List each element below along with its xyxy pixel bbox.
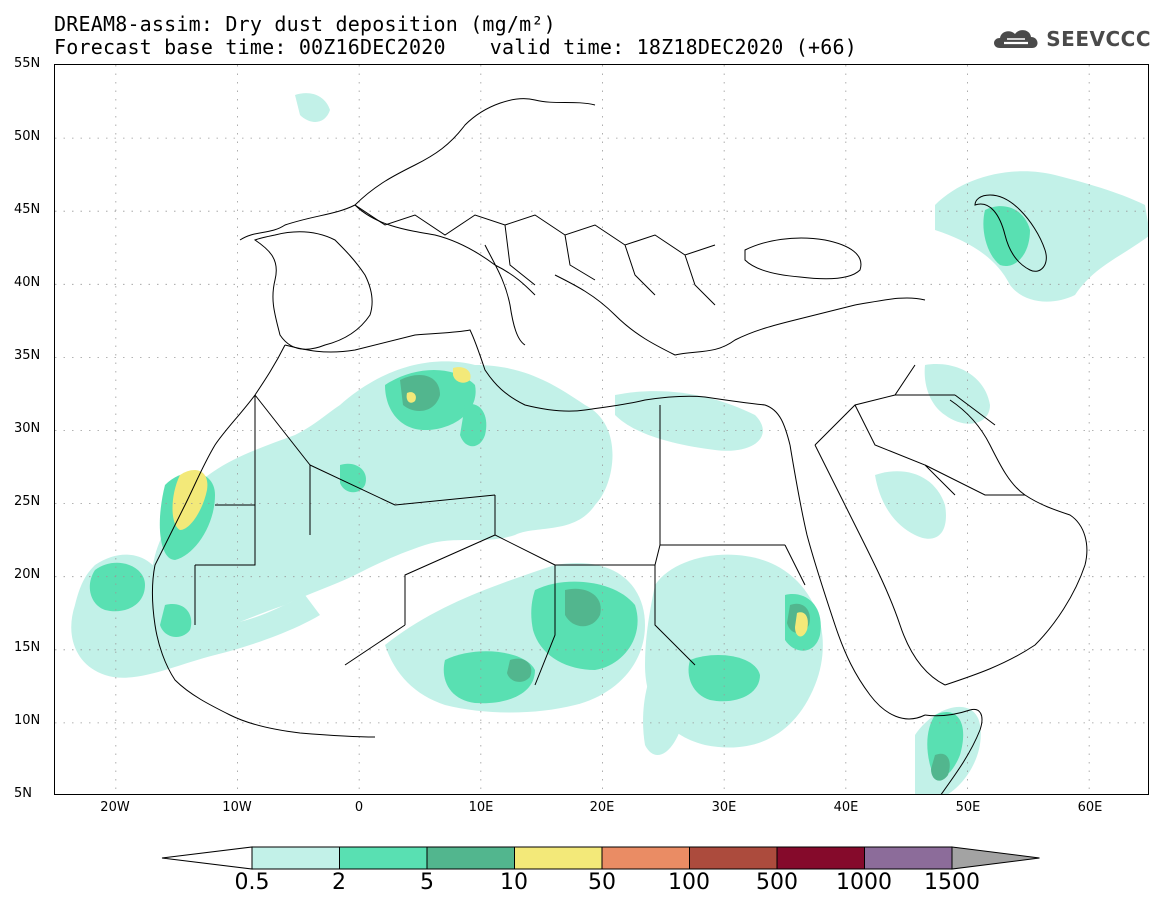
mali-patch [160, 604, 192, 637]
caspian-coastline [974, 194, 1047, 272]
lat-label: 20N [14, 567, 41, 582]
legend-label: 100 [668, 870, 710, 895]
lat-label: 15N [14, 640, 41, 655]
east-africa-field [643, 662, 688, 755]
forecast-times: Forecast base time: 00Z16DEC2020 valid ti… [54, 37, 857, 57]
seevccc-logo: SEEVCCC [990, 26, 1151, 52]
valid-time: valid time: 18Z18DEC2020 (+66) [489, 35, 857, 59]
lat-label: 50N [14, 129, 41, 144]
chad-dark [507, 658, 532, 682]
lon-label: 40E [833, 800, 859, 815]
niger-patch [340, 463, 366, 493]
algeria-east-patch [460, 404, 487, 447]
legend-label: 1000 [836, 870, 892, 895]
morocco-yellow [172, 470, 208, 530]
coastlines-and-borders [151, 98, 1088, 794]
lat-label: 45N [14, 202, 41, 217]
legend-swatch [776, 846, 865, 870]
cloud-icon [994, 30, 1038, 48]
legend-swatch [426, 846, 515, 870]
iberia-coastline [253, 231, 373, 350]
sahara-west-field [151, 361, 613, 632]
lon-label: 20W [100, 800, 130, 815]
legend-swatch [951, 846, 1040, 870]
west-africa-coastline [151, 344, 376, 738]
red-sea-coastline [789, 444, 946, 720]
europe-coastline [239, 98, 926, 356]
europe-borders [354, 204, 716, 306]
legend-label: 500 [756, 870, 798, 895]
lon-label: 60E [1077, 800, 1103, 815]
lat-label: 10N [14, 713, 41, 728]
lat-label: 55N [14, 56, 41, 71]
north-africa-coastline [284, 329, 791, 446]
dust-deposition-field [71, 93, 1148, 794]
lon-label: 10E [468, 800, 494, 815]
horn-coastline [924, 708, 983, 794]
uk-field [295, 93, 330, 122]
arabia-coastline [944, 399, 1088, 686]
legend-label: 50 [588, 870, 616, 895]
eritrea-yellow [795, 612, 808, 637]
tunisia-yellow [453, 367, 471, 383]
legend-label: 2 [332, 870, 346, 895]
map-canvas [55, 65, 1148, 794]
map-area [54, 64, 1149, 795]
middle-east-borders [814, 364, 1025, 496]
mauritania-patch [89, 562, 145, 612]
somalia-dark [931, 753, 950, 781]
lat-label: 35N [14, 348, 41, 363]
libya-egypt-field [615, 391, 763, 451]
legend-swatch [161, 846, 253, 870]
legend-label: 1500 [924, 870, 980, 895]
legend-swatch [864, 846, 953, 870]
lon-label: 20E [589, 800, 615, 815]
iran-field [924, 364, 990, 424]
legend-label: 10 [500, 870, 528, 895]
legend-label: 0.5 [234, 870, 270, 895]
lat-label: 40N [14, 275, 41, 290]
legend-swatch [339, 846, 428, 870]
lon-label: 0 [354, 800, 364, 815]
black-sea-coastline [744, 237, 862, 280]
caspian-patch [983, 206, 1030, 266]
lat-label: 30N [14, 421, 41, 436]
lat-label: 5N [14, 786, 32, 801]
base-time: Forecast base time: 00Z16DEC2020 [54, 35, 446, 59]
legend-swatch [601, 846, 690, 870]
arabia-field [875, 471, 946, 539]
legend-colorbar [161, 846, 1040, 870]
sudan-field [645, 554, 823, 748]
lat-label: 25N [14, 494, 41, 509]
graticule [55, 65, 1148, 794]
map-title: DREAM8-assim: Dry dust deposition (mg/m²… [54, 12, 556, 36]
legend-swatch [251, 846, 340, 870]
lon-label: 50E [955, 800, 981, 815]
legend-swatch [689, 846, 778, 870]
legend-label: 5 [420, 870, 434, 895]
africa-borders [194, 394, 806, 686]
sudan-dark [565, 588, 601, 627]
lon-label: 10W [222, 800, 252, 815]
algeria-yellow [406, 392, 416, 403]
lon-label: 30E [711, 800, 737, 815]
legend-swatch [514, 846, 603, 870]
caspian-field [935, 171, 1148, 302]
logo-text: SEEVCCC [1046, 27, 1151, 51]
